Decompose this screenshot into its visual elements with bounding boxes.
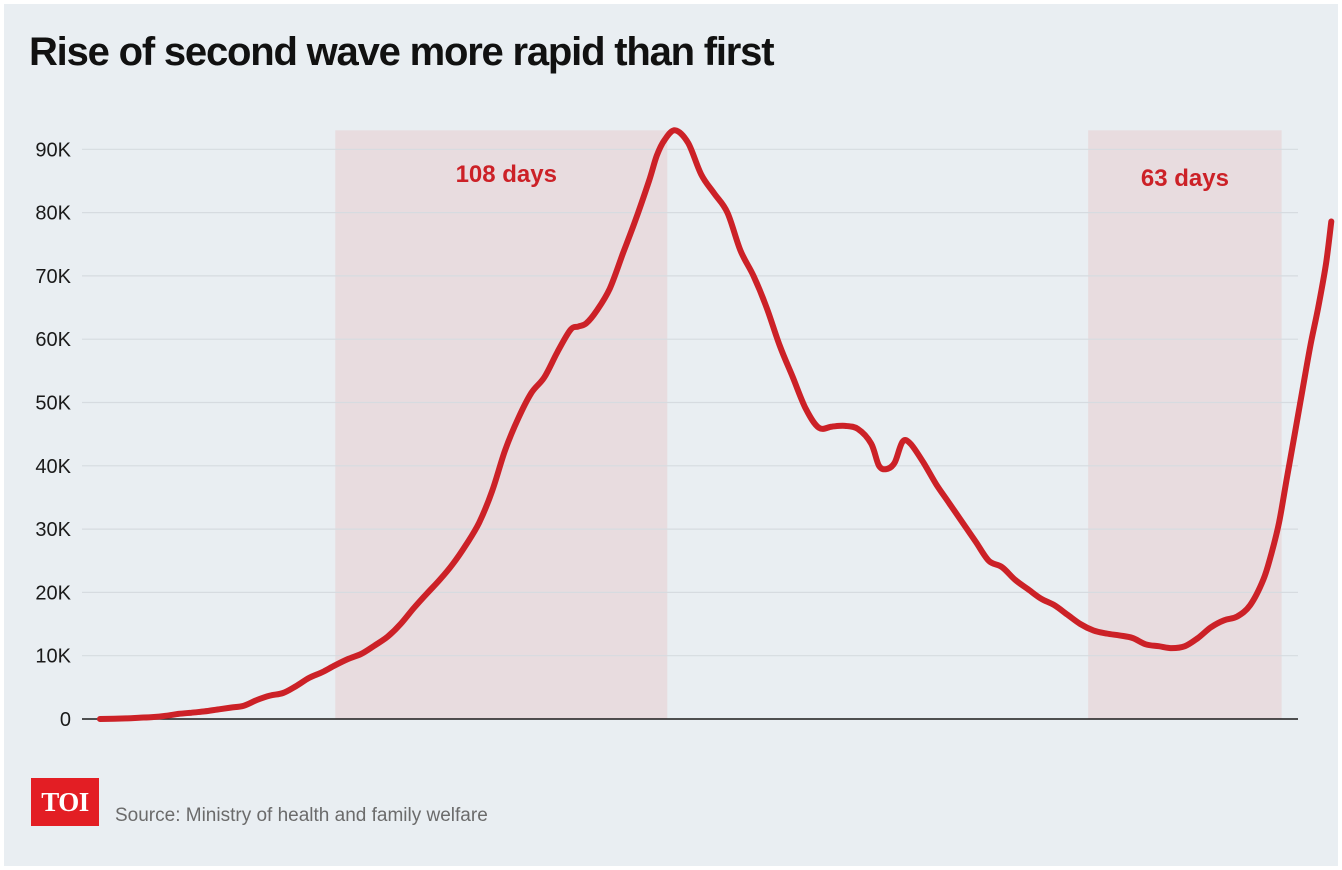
- y-tick-label-80K: 80K: [35, 203, 71, 225]
- y-tick-label-60K: 60K: [35, 329, 71, 351]
- shaded-period-label-1: 108 days: [456, 161, 557, 188]
- toi-logo: TOI: [31, 778, 99, 826]
- y-tick-label-0: 0: [60, 709, 71, 731]
- shaded-periods: [335, 130, 1282, 719]
- shaded-period-1: [335, 130, 668, 719]
- source-note: Source: Ministry of health and family we…: [115, 805, 488, 826]
- y-tick-label-30K: 30K: [35, 519, 71, 541]
- series-layer: [97, 127, 1335, 722]
- series-line-1: [97, 127, 1335, 722]
- shaded-period-label-2: 63 days: [1141, 165, 1229, 192]
- y-tick-label-50K: 50K: [35, 393, 71, 415]
- y-axis-tick-labels: 0 10K 20K 30K 40K 50K 60K 70K 80K 90K: [35, 139, 71, 731]
- shaded-period-labels: 108 days 63 days: [456, 161, 1229, 192]
- y-tick-label-20K: 20K: [35, 582, 71, 604]
- chart-title: Rise of second wave more rapid than firs…: [29, 30, 775, 74]
- y-gridlines: [82, 148, 1298, 657]
- y-tick-label-10K: 10K: [35, 646, 71, 668]
- shaded-period-2: [1088, 130, 1282, 719]
- y-tick-label-70K: 70K: [35, 266, 71, 288]
- y-tick-label-40K: 40K: [35, 456, 71, 478]
- y-tick-label-90K: 90K: [35, 139, 71, 161]
